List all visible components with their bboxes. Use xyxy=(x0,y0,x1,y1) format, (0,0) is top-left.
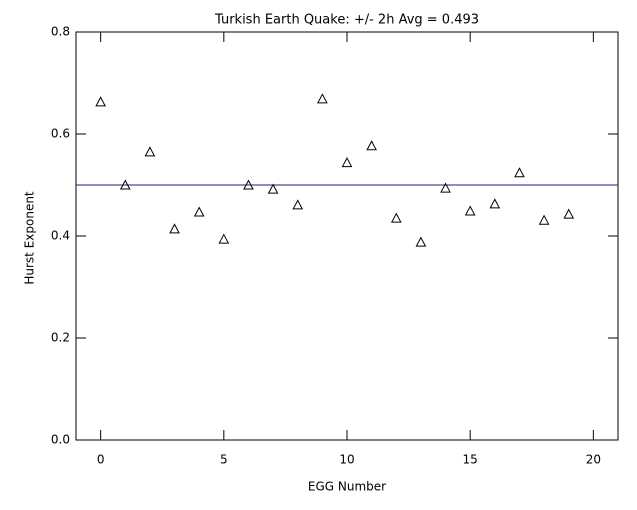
data-point xyxy=(390,212,402,223)
x-tick-label: 10 xyxy=(339,453,354,467)
data-point xyxy=(440,182,451,193)
data-point xyxy=(514,167,525,178)
data-point xyxy=(464,205,476,216)
data-point xyxy=(218,233,230,244)
x-tick-label: 5 xyxy=(220,453,228,467)
data-point xyxy=(366,140,377,151)
x-tick-label: 15 xyxy=(463,453,478,467)
data-point xyxy=(415,236,427,247)
y-axis-label: Hurst Exponent xyxy=(23,191,37,285)
x-tick-label: 0 xyxy=(97,453,105,467)
y-tick-label: 0.0 xyxy=(51,433,70,447)
y-tick-label: 0.4 xyxy=(51,229,70,243)
data-point xyxy=(538,214,550,225)
x-tick-label: 20 xyxy=(586,453,601,467)
data-point xyxy=(317,93,328,104)
data-point xyxy=(563,208,575,219)
data-point xyxy=(341,157,353,168)
y-tick-label: 0.8 xyxy=(51,25,70,39)
y-tick-label: 0.2 xyxy=(51,331,70,345)
data-point xyxy=(144,146,156,157)
x-axis-label: EGG Number xyxy=(308,480,386,494)
data-point xyxy=(489,198,501,209)
y-tick-label: 0.6 xyxy=(51,127,70,141)
data-point xyxy=(119,179,131,190)
data-point xyxy=(169,223,180,234)
data-point xyxy=(292,199,304,210)
data-point xyxy=(267,183,279,194)
data-point xyxy=(95,96,106,107)
chart-title: Turkish Earth Quake: +/- 2h Avg = 0.493 xyxy=(214,13,479,28)
data-point xyxy=(243,179,254,190)
data-point xyxy=(193,206,205,217)
